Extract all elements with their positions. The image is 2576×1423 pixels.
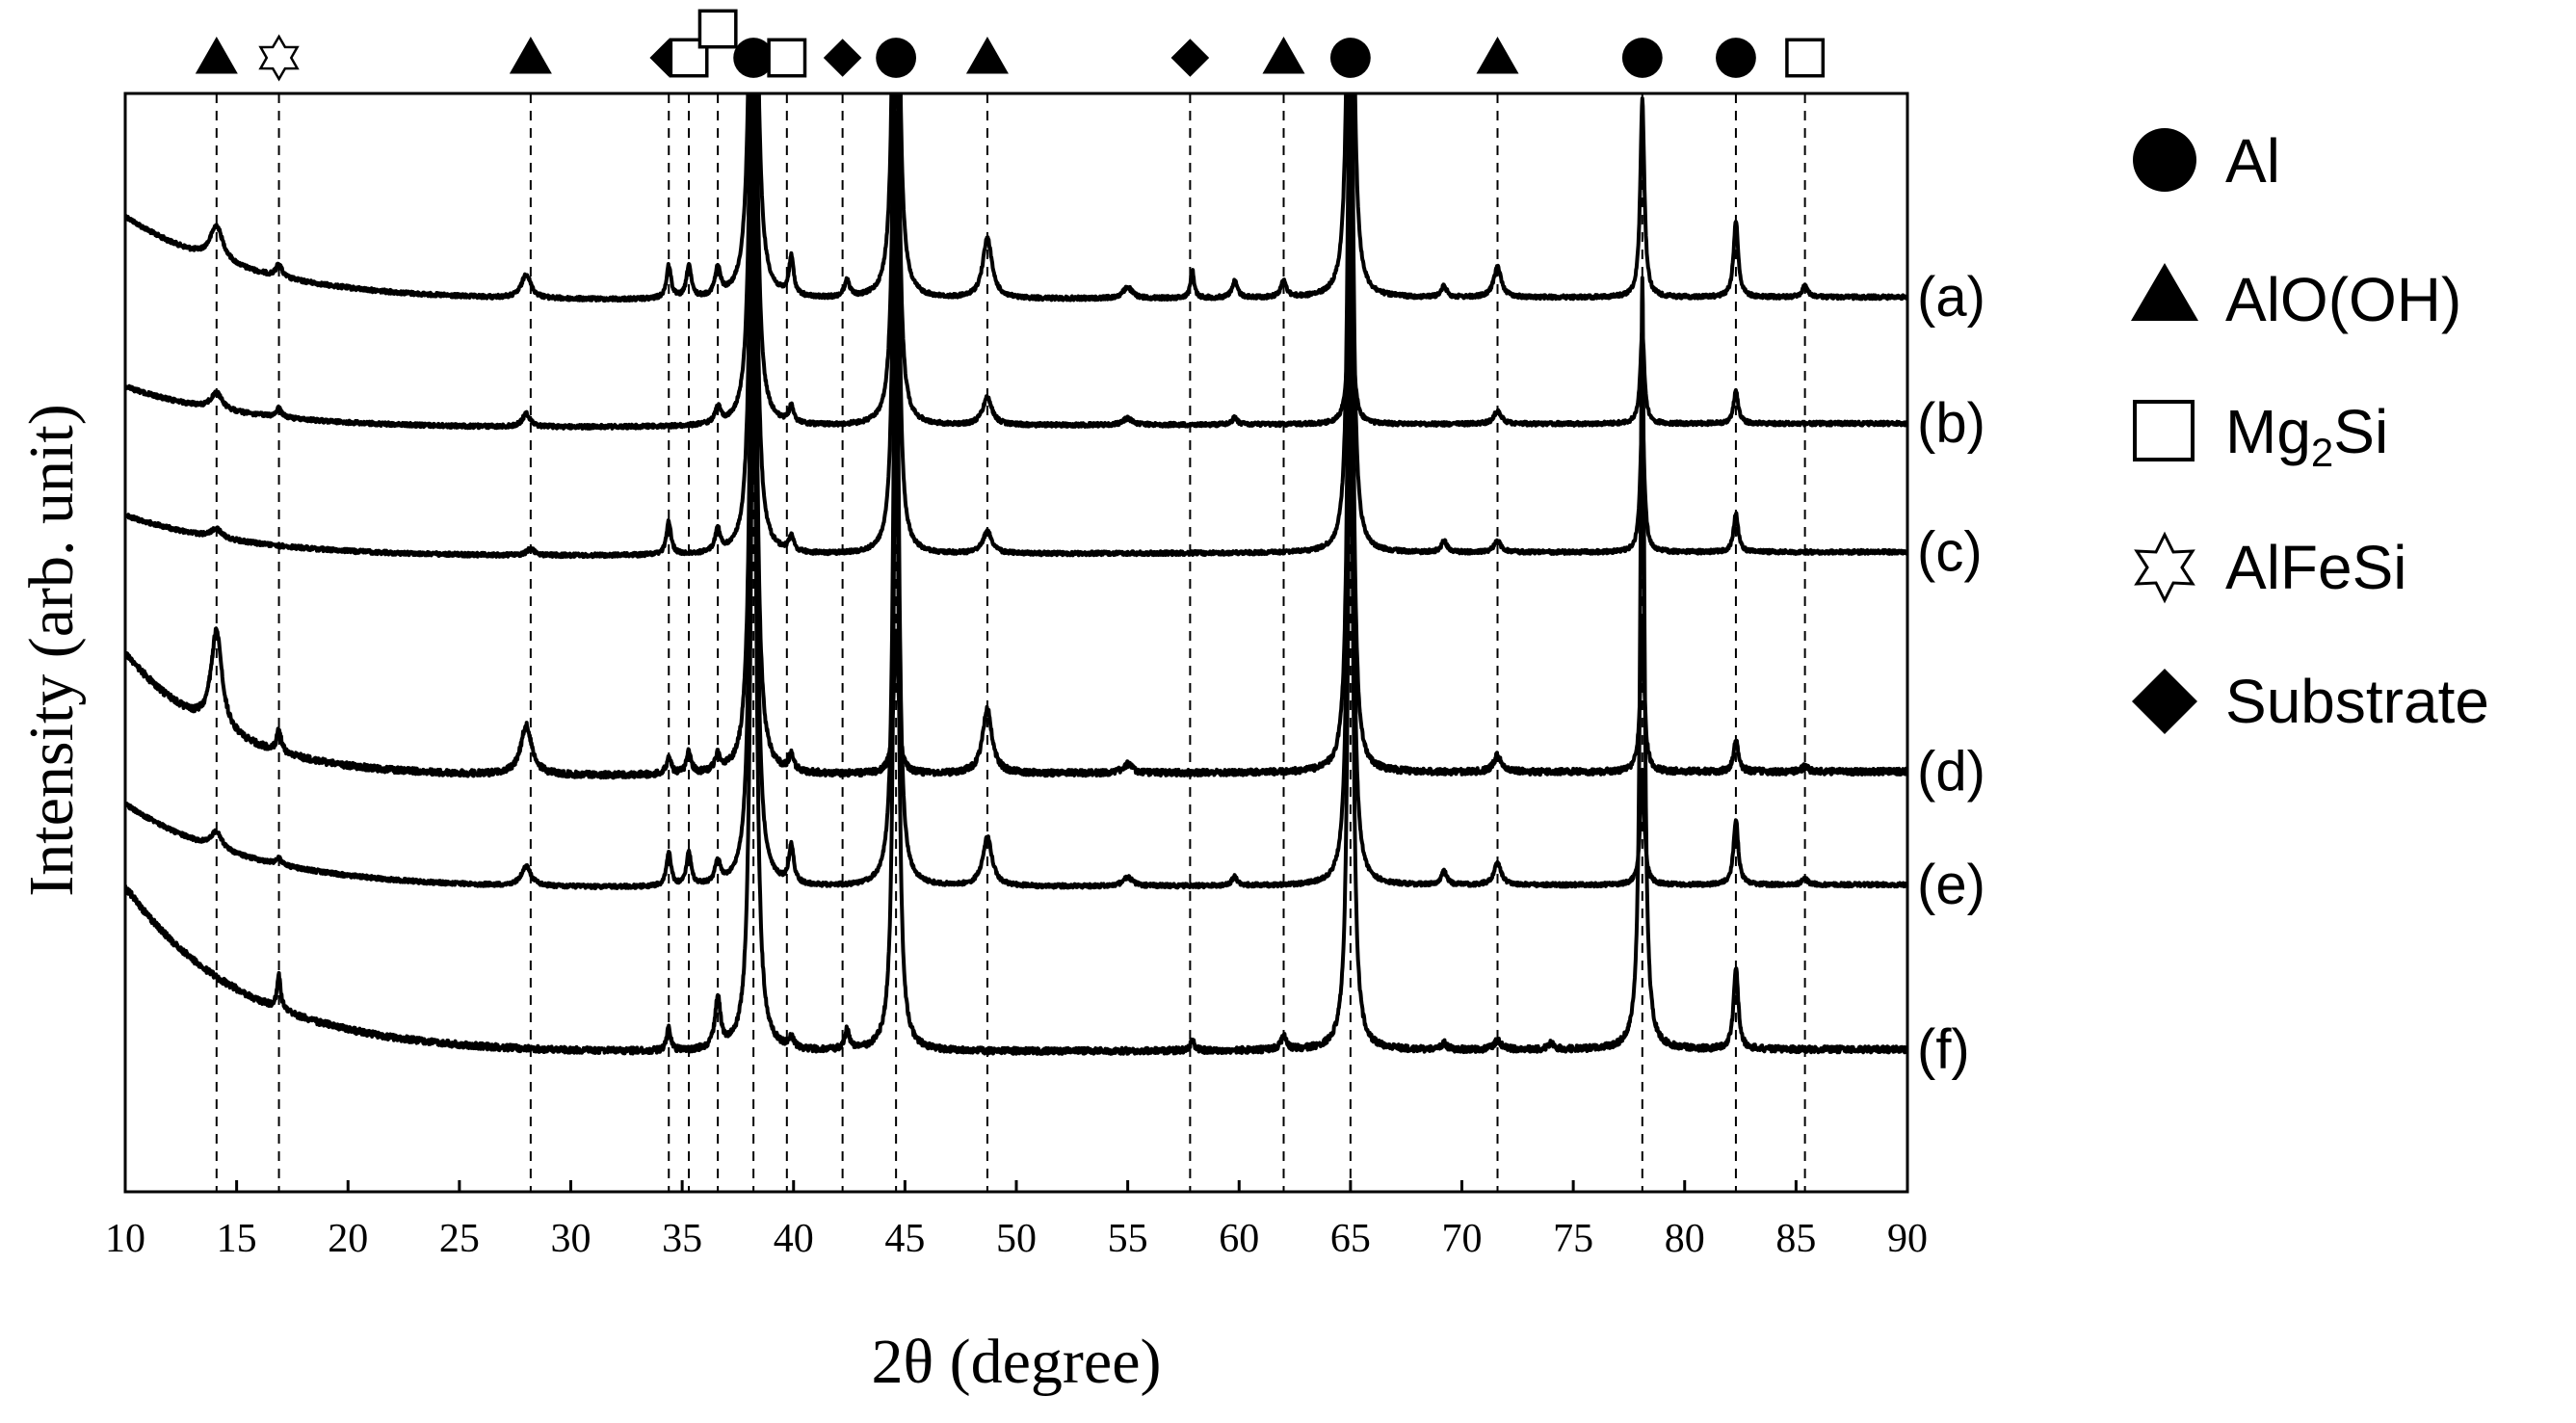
diamond-marker-icon (2132, 669, 2197, 734)
diffraction-trace (125, 93, 1907, 780)
triangle-marker-icon (1476, 37, 1519, 74)
open-square-marker-icon (2133, 400, 2195, 461)
diffraction-trace (125, 93, 1907, 560)
open-square-marker-icon (697, 9, 738, 49)
x-tick-label: 40 (774, 1217, 814, 1261)
legend-label-alooh: AlO(OH) (2225, 265, 2461, 334)
circle-marker-icon (2133, 128, 2196, 192)
x-tick-label: 25 (439, 1217, 480, 1261)
x-axis-ticks: 10 15 20 25 30 35 40 45 50 55 60 65 70 75 80 85 90 (105, 1180, 1928, 1261)
x-tick-label: 65 (1330, 1217, 1371, 1261)
diffraction-trace (125, 93, 1907, 303)
legend: Al AlO(OH) Mg2Si AlFeSi Substrate (2131, 126, 2489, 736)
trace-label: (a) (1917, 266, 1985, 329)
open-square-marker-icon (767, 38, 807, 78)
diffraction-trace (125, 276, 1907, 1056)
reference-lines (215, 93, 1806, 1192)
circle-marker-icon (1621, 38, 1663, 78)
legend-label-substrate: Substrate (2225, 667, 2489, 736)
legend-item-al: Al (2133, 126, 2280, 196)
legend-item-mg2si: Mg2Si (2133, 397, 2388, 475)
trace-label: (b) (1917, 392, 1985, 455)
triangle-marker-icon (195, 37, 238, 74)
x-tick-label: 90 (1887, 1217, 1928, 1261)
circle-marker-icon (733, 38, 775, 78)
x-tick-label: 15 (217, 1217, 257, 1261)
open-square-marker-icon (1785, 38, 1826, 78)
x-tick-label: 85 (1775, 1217, 1816, 1261)
open-star-marker-icon (258, 34, 300, 82)
x-axis-title: 2θ (degree) (872, 1327, 1162, 1397)
legend-label-mg2si-tail: Si (2333, 397, 2388, 466)
x-tick-label: 55 (1108, 1217, 1148, 1261)
open-star-marker-icon (2134, 531, 2195, 604)
diamond-marker-icon (649, 39, 689, 77)
x-tick-label: 30 (551, 1217, 591, 1261)
trace-labels: (a) (b) (c) (d) (e) (f) (1917, 266, 1985, 1081)
legend-item-substrate: Substrate (2132, 667, 2489, 736)
x-tick-label: 70 (1442, 1217, 1483, 1261)
diffraction-traces (125, 93, 1907, 1056)
trace-label: (d) (1917, 740, 1985, 803)
trace-label: (e) (1917, 854, 1985, 916)
triangle-marker-icon (965, 37, 1009, 74)
x-tick-label: 50 (996, 1217, 1037, 1261)
diffraction-trace (125, 93, 1907, 431)
circle-marker-icon (876, 38, 917, 78)
legend-item-alooh: AlO(OH) (2131, 263, 2461, 334)
legend-label-mg2si: Mg2Si (2225, 397, 2388, 475)
circle-marker-icon (1329, 38, 1371, 78)
circle-marker-icon (1716, 38, 1756, 78)
diffraction-trace (125, 113, 1907, 891)
trace-label: (c) (1917, 520, 1983, 583)
triangle-marker-icon (1262, 37, 1305, 74)
legend-item-alfesi: AlFeSi (2134, 531, 2407, 604)
trace-label: (f) (1917, 1018, 1970, 1081)
legend-label-mg2si-main: Mg (2225, 397, 2311, 466)
x-tick-label: 80 (1665, 1217, 1705, 1261)
triangle-marker-icon (509, 37, 552, 74)
triangle-marker-icon (2131, 263, 2198, 321)
x-tick-label: 75 (1553, 1217, 1593, 1261)
legend-label-mg2si-sub: 2 (2311, 430, 2333, 475)
legend-label-alfesi: AlFeSi (2225, 533, 2407, 602)
y-axis-title: Intensity (arb. unit) (16, 404, 87, 896)
x-tick-label: 60 (1219, 1217, 1259, 1261)
x-tick-label: 45 (884, 1217, 925, 1261)
x-tick-label: 20 (328, 1217, 368, 1261)
legend-label-al: Al (2225, 126, 2280, 196)
diamond-marker-icon (1170, 39, 1210, 77)
x-tick-label: 35 (662, 1217, 702, 1261)
diamond-marker-icon (823, 39, 862, 77)
phase-markers (195, 9, 1826, 82)
x-tick-label: 10 (105, 1217, 145, 1261)
